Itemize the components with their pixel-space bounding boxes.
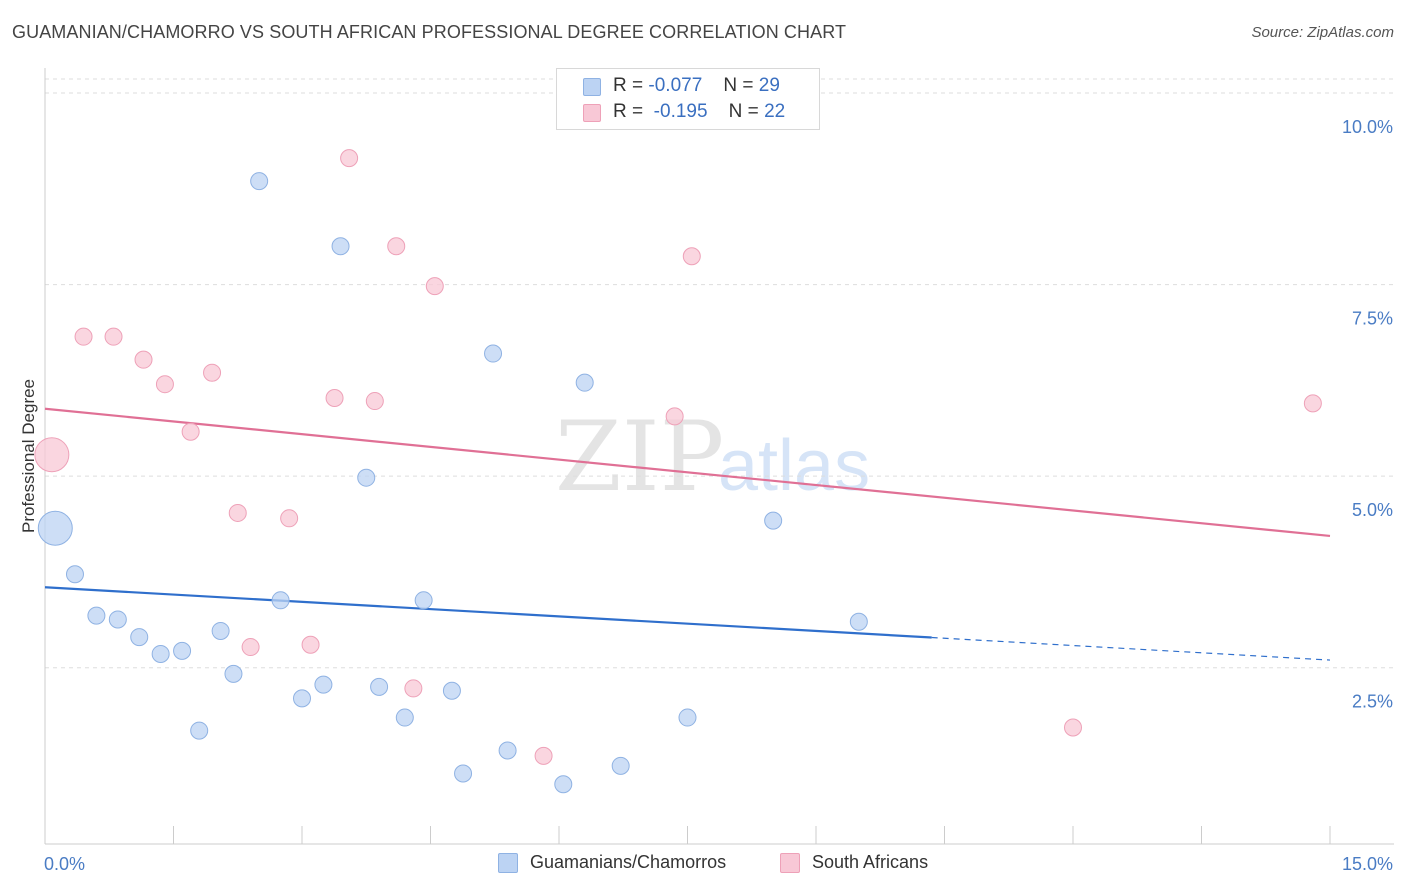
y-tick-label: 2.5% — [1352, 692, 1393, 712]
trend-line-guamanians — [44, 586, 932, 639]
south-african-point — [1064, 718, 1082, 737]
legend-swatch-blue — [498, 853, 518, 873]
guamanian-point — [271, 591, 290, 610]
x-tick-label-max: 15.0% — [1342, 854, 1393, 874]
trend-line-guamanians-extended — [931, 636, 1331, 661]
y-tick-label: 10.0% — [1342, 117, 1393, 137]
south-african-point — [682, 247, 701, 266]
guamanian-point — [224, 664, 243, 683]
guamanian-point — [484, 344, 503, 363]
legend-swatch-blue — [583, 78, 601, 96]
chart-title: GUAMANIAN/CHAMORRO VS SOUTH AFRICAN PROF… — [12, 22, 847, 42]
axis-labels: 2.5% 5.0% 7.5% 10.0% 0.0% 15.0% Professional D… — [19, 117, 1393, 874]
legend-n-label: N = — [723, 75, 754, 96]
legend-label: South Africans — [812, 852, 929, 872]
south-african-point — [134, 350, 153, 369]
guamanian-point — [678, 708, 697, 727]
south-african-point — [665, 407, 684, 426]
guamanian-point — [849, 612, 868, 631]
guamanian-point — [108, 610, 127, 629]
legend-n-value: 22 — [764, 101, 786, 122]
south-african-point — [387, 237, 406, 256]
guamanian-point — [395, 708, 414, 727]
legend-swatch-pink — [583, 104, 601, 122]
south-african-point — [1303, 394, 1322, 413]
south-african-point — [228, 503, 247, 522]
guamanian-point — [331, 237, 350, 256]
south-african-point — [534, 746, 553, 765]
guamanian-point — [173, 641, 192, 660]
legend-n-label: N = — [728, 101, 759, 122]
y-tick-label: 5.0% — [1352, 500, 1393, 520]
watermark-atlas: atlas — [718, 426, 870, 506]
trend-line-south-africans — [44, 407, 1331, 538]
watermark-zip: ZIP — [555, 401, 724, 513]
south-african-point — [301, 635, 320, 654]
guamanian-point — [314, 675, 333, 694]
guamanian-point — [454, 764, 473, 783]
legend-n-value: 29 — [758, 75, 780, 96]
legend-label: Guamanians/Chamorros — [530, 852, 727, 872]
guamanian-point — [250, 172, 269, 191]
y-tick-label: 7.5% — [1352, 309, 1393, 329]
legend-r-label: R = — [613, 75, 644, 96]
guamanian-point — [190, 721, 209, 740]
south-african-point — [74, 327, 93, 346]
legend-swatch-pink — [780, 853, 800, 873]
south-african-point — [340, 149, 359, 168]
guamanian-point — [414, 591, 433, 610]
data-points — [34, 149, 1322, 794]
south-african-point — [241, 638, 260, 657]
y-axis-label: Professional Degree — [19, 379, 38, 533]
x-tick-label-min: 0.0% — [44, 854, 85, 874]
south-african-point — [181, 422, 200, 441]
south-african-point — [404, 679, 423, 698]
legend-r-label: R = — [613, 101, 644, 122]
guamanian-point — [498, 741, 517, 760]
trend-lines — [44, 407, 1331, 661]
guamanian-point — [575, 373, 594, 392]
guamanian-point — [357, 468, 376, 487]
south-african-point — [425, 277, 444, 296]
guamanian-point — [65, 565, 84, 584]
south-african-point — [34, 437, 70, 473]
guamanian-point — [87, 606, 106, 625]
south-african-point — [104, 327, 123, 346]
watermark: ZIP atlas — [555, 401, 870, 513]
south-african-point — [280, 509, 299, 528]
south-african-point — [203, 363, 222, 382]
south-african-point — [155, 375, 174, 394]
guamanian-point — [442, 681, 461, 700]
guamanian-point — [151, 644, 170, 663]
guamanian-point — [370, 677, 389, 696]
source-label: Source: ZipAtlas.com — [1251, 24, 1394, 41]
guamanian-point — [293, 689, 311, 708]
stats-legend: R = -0.077 N = 29 R = -0.195 N = 22 — [556, 68, 820, 130]
guamanian-point — [611, 756, 630, 775]
grid — [45, 78, 1394, 669]
guamanian-point — [764, 511, 783, 530]
axes — [44, 68, 1394, 845]
guamanian-point — [211, 621, 230, 640]
guamanian-point — [37, 510, 73, 546]
legend-r-value: -0.195 — [653, 101, 708, 122]
south-african-point — [325, 388, 344, 407]
guamanian-point — [554, 775, 573, 794]
south-african-point — [365, 392, 384, 411]
legend-r-value: -0.077 — [648, 75, 703, 96]
guamanian-point — [130, 628, 149, 647]
